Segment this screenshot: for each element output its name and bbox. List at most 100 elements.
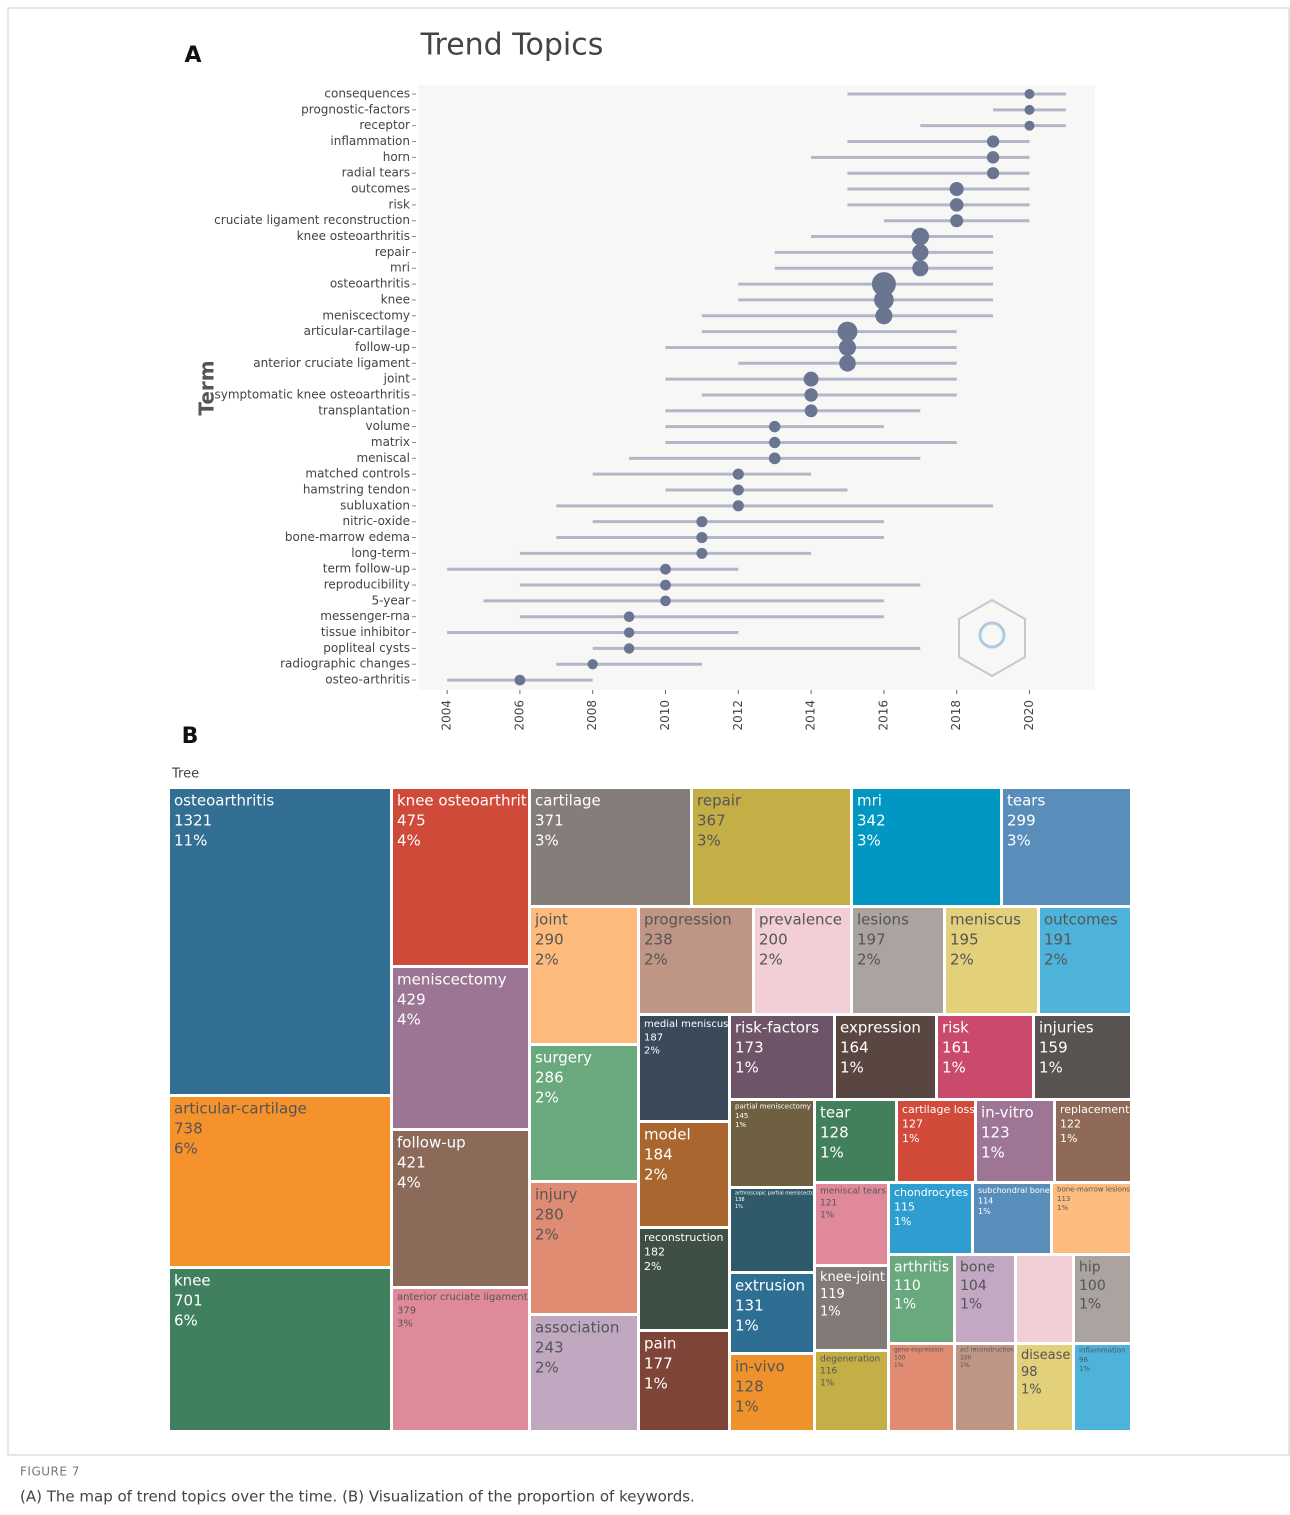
- treemap-tile: [640, 1332, 728, 1430]
- treemap-tile: [755, 908, 850, 1013]
- tile-share: 2%: [535, 950, 559, 968]
- dot: [514, 674, 526, 686]
- treemap-tile: [640, 1123, 728, 1226]
- tile-name: outcomes: [1044, 911, 1118, 929]
- treemap-tile: [938, 1016, 1032, 1098]
- tile-value: 128: [820, 1123, 849, 1141]
- panel-label: B: [182, 724, 199, 749]
- dot: [660, 563, 671, 575]
- tile-value: 128: [735, 1377, 764, 1395]
- tile-value: 701: [174, 1291, 203, 1309]
- tile-share: 1%: [735, 1121, 746, 1129]
- dot: [804, 404, 818, 418]
- treemap-tile: [890, 1345, 953, 1430]
- x-tick-label: 2020: [1022, 700, 1036, 731]
- tile-share: 1%: [820, 1211, 835, 1221]
- dot: [587, 659, 598, 670]
- tile-share: 1%: [1079, 1365, 1090, 1373]
- tile-share: 1%: [894, 1296, 916, 1312]
- tile-value: 371: [535, 811, 564, 829]
- tile-share: 4%: [397, 1173, 421, 1191]
- tile-share: 1%: [820, 1379, 835, 1389]
- y-tick-label: cruciate ligament reconstruction: [214, 213, 410, 227]
- tile-value: 299: [1007, 811, 1036, 829]
- treemap-tile: [946, 908, 1037, 1013]
- treemap-tile: [531, 789, 690, 905]
- y-tick-label: matched controls: [305, 467, 410, 481]
- tile-value: 187: [644, 1032, 663, 1043]
- y-tick-label: anterior cruciate ligament: [253, 356, 410, 370]
- x-tick-label: 2006: [512, 700, 526, 731]
- treemap-tile: [393, 1289, 528, 1430]
- tile-value: 429: [397, 990, 426, 1008]
- tile-share: 3%: [697, 831, 721, 849]
- y-tick-label: horn: [383, 150, 410, 164]
- tile-name: subchondral bone: [978, 1186, 1050, 1195]
- treemap-tile: [956, 1256, 1014, 1342]
- tile-name: bone: [960, 1259, 995, 1275]
- tile-name: chondrocytes: [894, 1186, 968, 1199]
- tile-name: follow-up: [397, 1134, 466, 1152]
- dot: [623, 627, 635, 638]
- dot: [871, 272, 896, 297]
- tile-name: arthroscopic partial meniscectomy: [735, 1191, 822, 1197]
- dot: [986, 167, 1000, 180]
- tile-name: gene-expression: [894, 1346, 944, 1353]
- y-tick-label: tissue inhibitor: [321, 625, 410, 639]
- y-tick-label: radial tears: [342, 166, 410, 180]
- tile-name: disease: [1021, 1348, 1070, 1363]
- y-tick-label: 5-year: [371, 593, 410, 607]
- treemap-tile: [170, 1097, 390, 1266]
- tile-share: 2%: [759, 950, 783, 968]
- tile-share: 6%: [174, 1311, 198, 1329]
- plot-area: [418, 85, 1095, 690]
- tile-value: 98: [1021, 1365, 1038, 1380]
- y-tick-label: matrix: [371, 435, 410, 449]
- tile-value: 119: [820, 1287, 845, 1302]
- tile-share: 1%: [978, 1207, 991, 1216]
- tile-name: tear: [820, 1104, 851, 1122]
- dot: [696, 547, 708, 559]
- tile-share: 11%: [174, 831, 207, 849]
- tile-value: 173: [735, 1038, 764, 1056]
- treemap-tile: [836, 1016, 935, 1098]
- tile-name: in-vitro: [981, 1104, 1034, 1122]
- treemap-tile: [393, 968, 528, 1128]
- treemap-tile: [956, 1345, 1014, 1430]
- treemap-tile: [1075, 1256, 1130, 1342]
- tile-value: 243: [535, 1338, 564, 1356]
- tile-share: 2%: [644, 1260, 661, 1273]
- y-tick-label: knee: [381, 292, 410, 306]
- dot: [768, 436, 781, 449]
- treemap-tile: [531, 1183, 637, 1313]
- y-tick-label: osteoarthritis: [330, 277, 410, 291]
- treemap-tile: [890, 1184, 971, 1253]
- dot: [875, 307, 893, 325]
- tile-share: 3%: [535, 831, 559, 849]
- dot: [986, 135, 1000, 148]
- tile-share: 6%: [174, 1139, 198, 1157]
- treemap-tile: [731, 1274, 813, 1352]
- dot: [696, 516, 708, 528]
- treemap-tile: [731, 1355, 813, 1430]
- tile-name: meniscus: [950, 911, 1021, 929]
- treemap-tile: [531, 1316, 637, 1430]
- x-tick-label: 2018: [949, 700, 963, 731]
- tile-value: 177: [644, 1354, 673, 1372]
- tile-share: 2%: [644, 1046, 660, 1057]
- tile-value: 182: [644, 1245, 665, 1258]
- x-tick-label: 2012: [731, 700, 745, 731]
- tile-name: joint: [534, 911, 568, 929]
- treemap-tile: [531, 1046, 637, 1180]
- tile-value: 100: [1079, 1278, 1106, 1294]
- tile-value: 164: [840, 1038, 869, 1056]
- x-tick-label: 2016: [876, 700, 890, 731]
- tile-name: lesions: [857, 911, 909, 929]
- chart-title: Trend Topics: [420, 28, 604, 63]
- tile-value: 1321: [174, 811, 212, 829]
- dot: [839, 354, 856, 372]
- tile-name: extrusion: [735, 1277, 805, 1295]
- tile-value: 114: [978, 1197, 993, 1206]
- tile-share: 2%: [535, 1225, 559, 1243]
- y-tick-label: meniscal: [356, 451, 410, 465]
